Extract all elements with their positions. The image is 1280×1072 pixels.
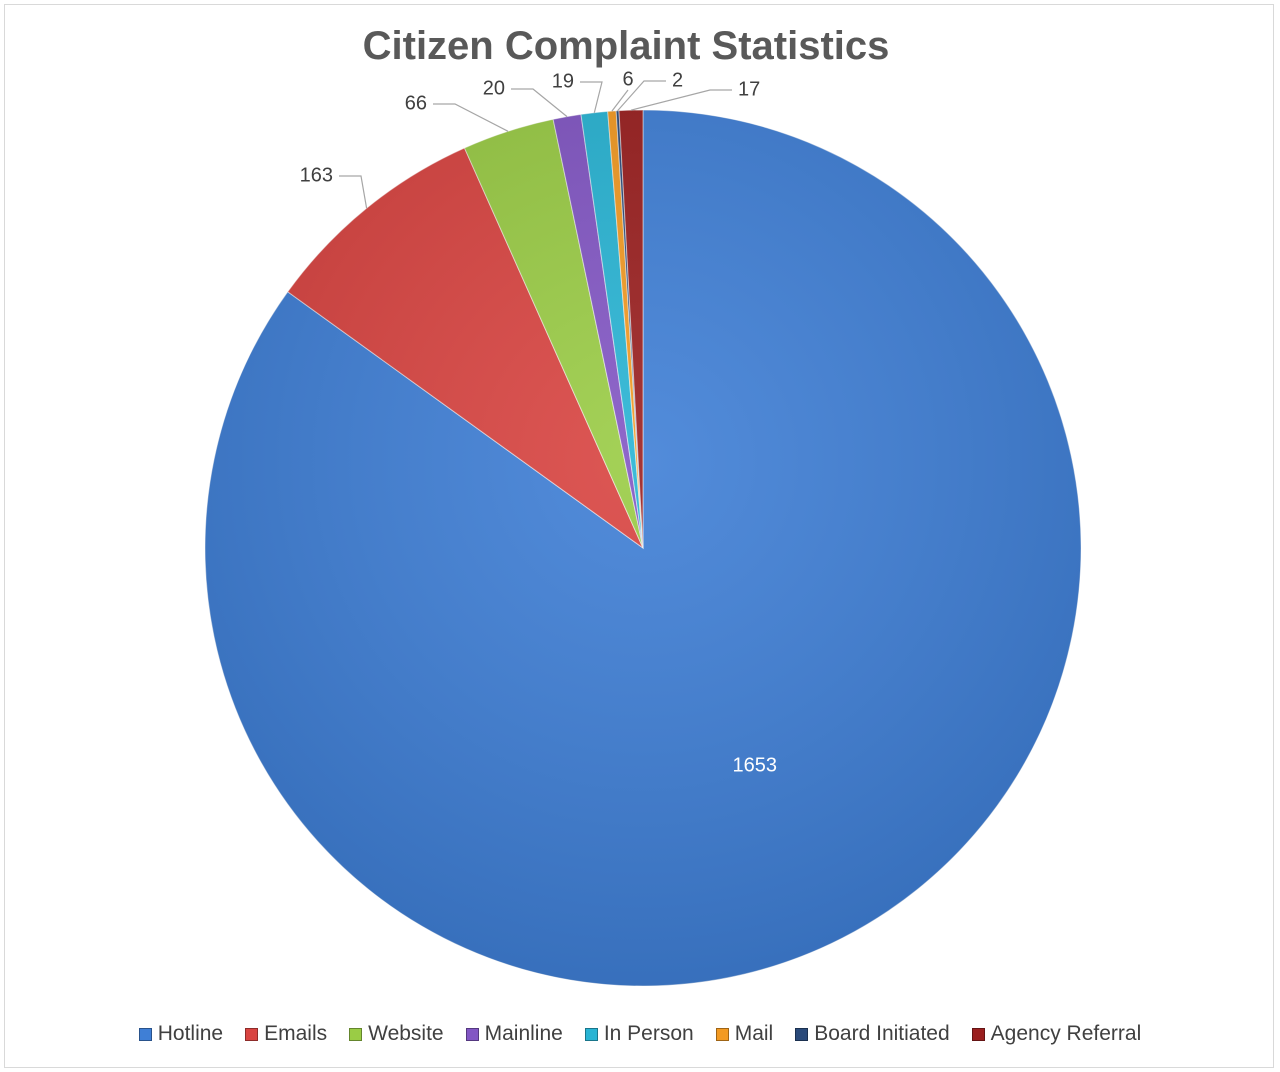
leader-line [617, 80, 666, 112]
legend-item-emails: Emails [245, 1022, 327, 1046]
legend-swatch [465, 1027, 479, 1041]
legend-label: In Person [603, 1022, 694, 1045]
legend-label: Agency Referral [990, 1022, 1142, 1045]
legend-item-mainline: Mainline [465, 1022, 563, 1046]
legend-item-board-initiated: Board Initiated [795, 1022, 950, 1046]
legend-item-in-person: In Person [584, 1022, 694, 1046]
legend-item-mail: Mail [715, 1022, 774, 1046]
leader-line [580, 81, 603, 113]
leader-line [630, 89, 732, 111]
data-label-emails: 163 [300, 164, 333, 186]
legend-item-website: Website [349, 1022, 444, 1046]
legend-swatch [795, 1027, 809, 1041]
chart-legend: Hotline Emails Website Mainline In Person Mai… [0, 1022, 1280, 1046]
legend-item-agency-referral: Agency Referral [971, 1022, 1142, 1046]
legend-swatch [138, 1027, 152, 1041]
data-label-mail: 6 [622, 68, 633, 90]
leader-line [611, 89, 629, 112]
legend-swatch [245, 1027, 259, 1041]
data-label-board-initiated: 2 [672, 69, 683, 91]
data-label-in-person: 19 [552, 70, 574, 92]
legend-swatch [715, 1027, 729, 1041]
data-label-hotline: 1653 [732, 755, 777, 777]
legend-swatch [584, 1027, 598, 1041]
chart-title: Citizen Complaint Statistics [362, 24, 890, 68]
legend-swatch [971, 1027, 985, 1041]
legend-label: Mail [734, 1022, 774, 1045]
leader-line [433, 103, 509, 132]
legend-label: Hotline [157, 1022, 224, 1045]
legend-swatch [349, 1027, 363, 1041]
legend-label: Mainline [484, 1022, 563, 1045]
legend-label: Website [368, 1022, 444, 1045]
legend-item-hotline: Hotline [138, 1022, 224, 1046]
pie-chart: 1653 163 66 20 19 6 2 17 [204, 68, 1082, 987]
data-label-agency-referral: 17 [738, 78, 760, 100]
leader-line [339, 175, 368, 209]
data-label-website: 66 [405, 92, 427, 114]
legend-label: Board Initiated [814, 1022, 950, 1045]
leader-line [511, 88, 568, 118]
data-label-mainline: 20 [483, 77, 505, 99]
legend-label: Emails [264, 1022, 328, 1045]
